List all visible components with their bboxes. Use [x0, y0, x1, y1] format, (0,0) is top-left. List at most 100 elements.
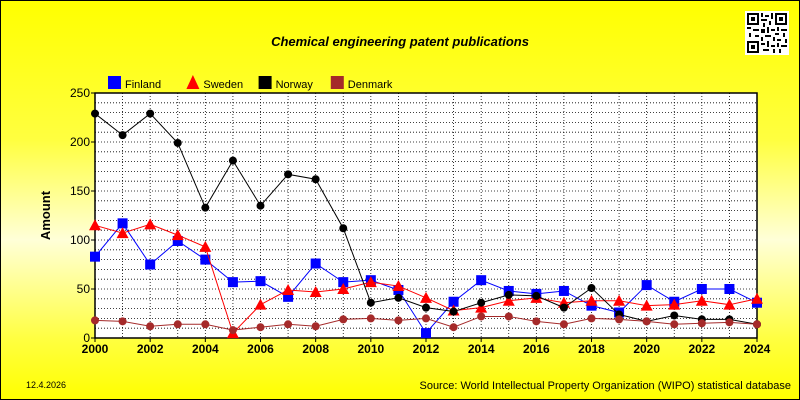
data-point [201, 320, 210, 329]
x-tick-label: 2002 [137, 342, 164, 356]
legend-item-finland: Finland [108, 76, 161, 91]
x-tick-label: 2020 [633, 342, 660, 356]
data-point [145, 259, 156, 270]
data-point [366, 298, 375, 307]
data-point [697, 319, 706, 328]
y-tick-label: 0 [83, 331, 90, 345]
data-point [559, 320, 568, 329]
data-point [615, 315, 624, 324]
data-point [339, 315, 348, 324]
legend-swatch [186, 75, 200, 89]
data-point [283, 291, 294, 302]
data-point [256, 323, 265, 332]
data-point [504, 290, 513, 299]
x-tick-label: 2014 [468, 342, 495, 356]
data-point [394, 293, 403, 302]
data-point [449, 307, 458, 316]
data-point [199, 240, 212, 252]
data-point [227, 277, 238, 288]
source-note: Source: World Intellectual Property Orga… [419, 380, 791, 392]
data-point [394, 316, 403, 325]
x-tick-label: 2016 [523, 342, 550, 356]
data-point [338, 277, 349, 288]
data-point [255, 276, 266, 287]
data-point [90, 251, 100, 262]
data-point [339, 224, 348, 233]
data-point [532, 317, 541, 326]
data-point [420, 291, 432, 303]
data-point [310, 258, 321, 269]
data-point [200, 254, 211, 265]
y-tick-label: 150 [70, 184, 90, 198]
data-point [695, 294, 708, 306]
x-tick-label: 2010 [357, 342, 384, 356]
data-point [421, 328, 431, 339]
x-tick-label: 2004 [192, 342, 219, 356]
data-point [532, 291, 541, 300]
legend-label: Denmark [348, 79, 393, 91]
data-point [118, 131, 127, 140]
legend-item-denmark: Denmark [330, 76, 393, 91]
data-point [640, 299, 653, 311]
data-point [366, 314, 375, 323]
data-point [585, 294, 598, 306]
data-point [228, 326, 237, 335]
data-point [504, 312, 513, 321]
y-tick-label: 200 [70, 135, 90, 149]
data-point [641, 280, 652, 291]
x-tick-label: 2006 [247, 342, 274, 356]
data-point [91, 316, 99, 325]
data-point [558, 285, 569, 296]
date-stamp: 12.4.2026 [26, 380, 67, 390]
legend-label: Finland [125, 79, 161, 91]
data-point [172, 235, 183, 246]
data-point [751, 292, 763, 304]
data-point [559, 303, 568, 312]
legend-swatch [108, 76, 121, 89]
data-point [254, 298, 267, 310]
data-point [311, 322, 320, 331]
data-point [146, 109, 155, 118]
data-point [91, 109, 99, 118]
data-point [642, 317, 651, 326]
data-point [724, 284, 735, 294]
series-sweden [89, 218, 763, 339]
data-point [201, 203, 210, 212]
data-point [116, 227, 129, 239]
data-point [311, 175, 320, 184]
y-tick-label: 250 [70, 86, 90, 100]
x-tick-label: 2008 [302, 342, 329, 356]
data-point [392, 280, 405, 292]
data-point [449, 323, 458, 332]
qr-code-icon [745, 11, 789, 55]
data-point [256, 201, 265, 210]
data-point [364, 276, 377, 288]
x-tick-label: 2000 [82, 342, 109, 356]
data-point [117, 218, 128, 229]
data-point [144, 218, 157, 230]
legend-swatch [258, 76, 272, 89]
data-point [723, 298, 736, 310]
data-point [613, 294, 626, 306]
data-point [337, 283, 350, 294]
data-point [228, 156, 237, 165]
x-tick-label: 2022 [688, 342, 715, 356]
data-point [173, 138, 182, 147]
data-point [118, 317, 127, 326]
legend-label: Sweden [203, 79, 243, 91]
data-point [670, 311, 679, 320]
data-point [146, 322, 155, 331]
data-point [587, 284, 596, 293]
data-point [725, 318, 734, 327]
data-point [476, 275, 487, 286]
data-point [173, 320, 182, 329]
data-point [475, 301, 488, 313]
chart-title: Chemical engineering patent publications [271, 34, 529, 49]
data-point [668, 298, 681, 310]
y-tick-label: 50 [77, 282, 91, 296]
legend-item-norway: Norway [258, 76, 314, 91]
legend-label: Norway [276, 79, 314, 91]
data-point [477, 298, 486, 307]
legend-swatch [330, 76, 344, 89]
data-point [448, 296, 459, 307]
